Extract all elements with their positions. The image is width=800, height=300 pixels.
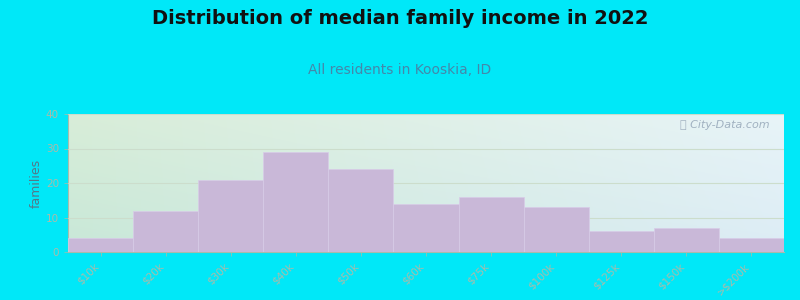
Bar	[133, 211, 198, 252]
Bar	[524, 207, 589, 252]
Bar	[719, 238, 784, 252]
Text: Distribution of median family income in 2022: Distribution of median family income in …	[152, 9, 648, 28]
Y-axis label: families: families	[30, 158, 43, 208]
Text: All residents in Kooskia, ID: All residents in Kooskia, ID	[308, 63, 492, 77]
Bar	[458, 197, 524, 252]
Bar	[263, 152, 328, 252]
Text: ⓘ City-Data.com: ⓘ City-Data.com	[680, 119, 770, 130]
Bar	[589, 231, 654, 252]
Bar	[68, 238, 133, 252]
Bar	[654, 228, 719, 252]
Bar	[394, 204, 458, 252]
Bar	[198, 179, 263, 252]
Bar	[328, 169, 394, 252]
